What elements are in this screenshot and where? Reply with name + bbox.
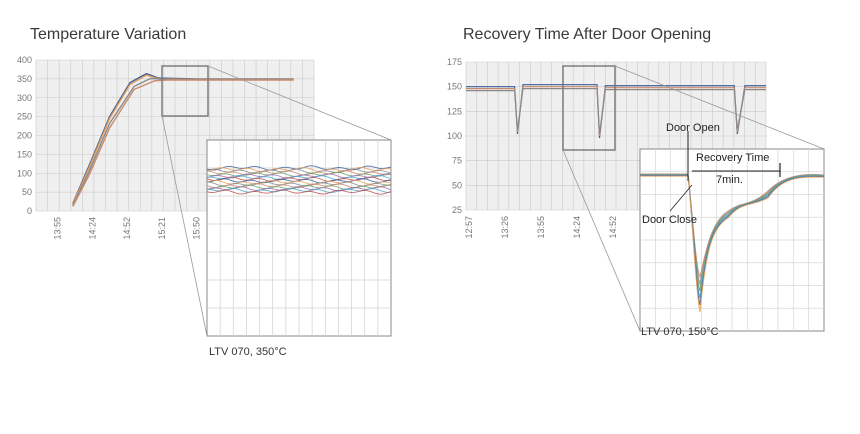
x-tick-label: 13:26 xyxy=(500,216,510,239)
inset-traces xyxy=(640,173,825,313)
inset-traces xyxy=(206,165,392,195)
chart-caption: LTV 070, 350°C xyxy=(209,346,287,358)
y-tick-label: 125 xyxy=(447,106,462,116)
recovery-chart: 25 50 75 100 125 150 175 12:57 13:26 13:55 14:24 14… xyxy=(447,57,825,332)
chart-caption: LTV 070, 150°C xyxy=(641,326,719,338)
y-tick-label: 100 xyxy=(17,168,32,178)
inset-trace xyxy=(206,173,392,179)
x-tick-label: 14:24 xyxy=(87,217,97,240)
y-tick-label: 100 xyxy=(447,131,462,141)
y-tick-label: 25 xyxy=(452,205,462,215)
recovery-time-label: Recovery Time xyxy=(696,152,769,164)
chart-title: Temperature Variation xyxy=(30,26,187,43)
inset-trace xyxy=(206,179,392,186)
x-tick-label: 15:21 xyxy=(157,217,167,240)
y-tick-label: 50 xyxy=(22,187,32,197)
y-tick-label: 200 xyxy=(17,131,32,141)
inset-trace xyxy=(206,168,392,174)
y-tick-label: 150 xyxy=(17,149,32,159)
y-tick-label: 300 xyxy=(17,93,32,103)
x-tick-label: 13:55 xyxy=(536,216,546,239)
inset-grid xyxy=(640,149,824,331)
x-tick-label: 14:52 xyxy=(122,217,132,240)
left-chart-panel: Temperature Variation 0 50 100 150 200 250 300… xyxy=(0,0,420,434)
inset-trace xyxy=(640,175,825,313)
zoom-connector xyxy=(161,115,208,337)
inset-trace xyxy=(206,176,392,182)
inset-trace xyxy=(206,186,392,192)
x-tick-label: 14:52 xyxy=(608,216,618,239)
door-close-pointer xyxy=(669,184,693,212)
x-tick-label: 12:57 xyxy=(464,216,474,239)
x-tick-label: 13:55 xyxy=(53,217,63,240)
y-tick-label: 250 xyxy=(17,112,32,122)
y-tick-label: 175 xyxy=(447,57,462,67)
y-tick-label: 150 xyxy=(447,82,462,92)
door-close-label: Door Close xyxy=(642,214,697,226)
chart-title: Recovery Time After Door Opening xyxy=(463,26,712,43)
temperature-chart: 0 50 100 150 200 250 300 350 400 13:55 14:24 14:52 1… xyxy=(17,55,392,337)
y-tick-label: 0 xyxy=(27,206,32,216)
inset-trace xyxy=(206,165,392,171)
inset-trace xyxy=(206,178,392,184)
door-open-label: Door Open xyxy=(666,122,720,134)
series-line xyxy=(466,87,766,135)
inset-trace xyxy=(206,189,392,195)
x-tick-label: 15:50 xyxy=(192,217,202,240)
zoom-connector xyxy=(614,65,825,150)
y-tick-label: 400 xyxy=(17,55,32,65)
series-line xyxy=(72,79,294,207)
y-tick-label: 350 xyxy=(17,74,32,84)
zoom-connector xyxy=(562,149,641,332)
zoom-box xyxy=(161,65,209,117)
y-tick-label: 75 xyxy=(452,156,462,166)
y-tick-label: 50 xyxy=(452,180,462,190)
duration-label: 7min. xyxy=(716,174,743,186)
inset-trace xyxy=(206,170,392,176)
right-chart-panel: Recovery Time After Door Opening 25 50 75 1… xyxy=(430,0,860,434)
zoom-box xyxy=(562,65,616,151)
x-tick-label: 14:24 xyxy=(572,216,582,239)
inset-trace xyxy=(206,181,392,187)
zoom-connector xyxy=(207,65,392,141)
